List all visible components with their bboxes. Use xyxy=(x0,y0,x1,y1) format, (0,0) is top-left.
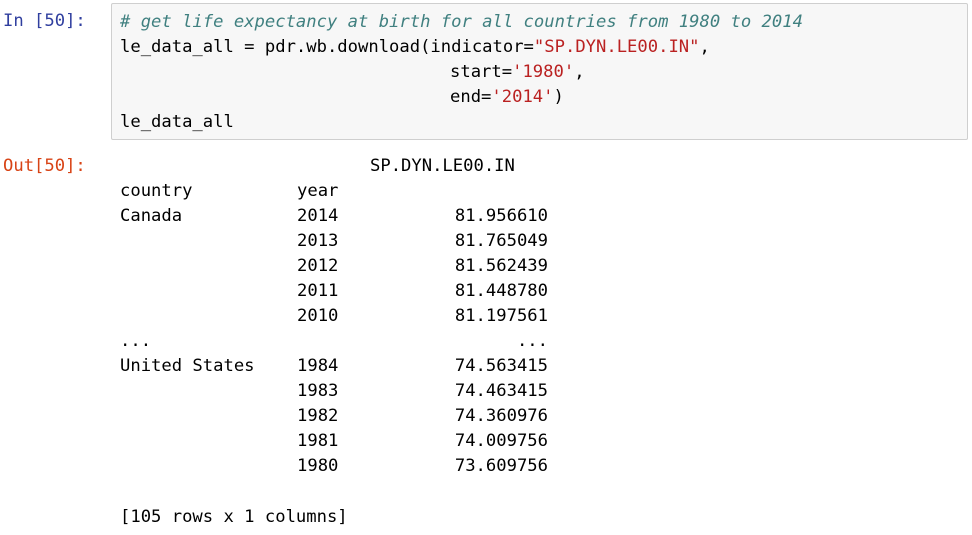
code-comma: , xyxy=(699,37,710,57)
row-value: 73.609756 xyxy=(454,456,548,476)
row-year: 1983 xyxy=(297,381,339,401)
code-line-end: end='2014') xyxy=(450,85,564,110)
code-line-start: start='1980', xyxy=(450,60,585,85)
code-indicator-string: "SP.DYN.LE00.IN" xyxy=(533,37,700,57)
index-name-country: country xyxy=(120,181,193,201)
input-prompt: In [50]: xyxy=(3,11,86,31)
row-value: 74.463415 xyxy=(454,381,548,401)
row-year: 2011 xyxy=(297,281,339,301)
row-year: 2013 xyxy=(297,231,339,251)
row-year: 2014 xyxy=(297,206,339,226)
row-year: 1980 xyxy=(297,456,339,476)
row-year: 1982 xyxy=(297,406,339,426)
row-value: 81.448780 xyxy=(454,281,548,301)
code-download-call: le_data_all = pdr.wb.download(indicator= xyxy=(120,37,534,57)
code-line-variable: le_data_all xyxy=(120,112,234,132)
column-header: SP.DYN.LE00.IN xyxy=(370,156,515,176)
code-end-paren: ) xyxy=(553,87,564,107)
output-prompt: Out[50]: xyxy=(3,156,86,176)
code-start-comma: , xyxy=(574,62,585,82)
code-start-string: '1980' xyxy=(512,62,575,82)
code-input-cell[interactable]: # get life expectancy at birth for all c… xyxy=(111,3,968,140)
row-year: 1981 xyxy=(297,431,339,451)
code-end-kw: end= xyxy=(450,87,492,107)
index-name-year: year xyxy=(297,181,339,201)
dataframe-shape-summary: [105 rows x 1 columns] xyxy=(120,507,348,527)
row-value: 81.197561 xyxy=(454,306,548,326)
row-value: 74.009756 xyxy=(454,431,548,451)
code-end-string: '2014' xyxy=(491,87,554,107)
code-start-kw: start= xyxy=(450,62,513,82)
row-country: Canada xyxy=(120,206,183,226)
code-comment-line: # get life expectancy at birth for all c… xyxy=(120,12,803,32)
row-year: 1984 xyxy=(297,356,339,376)
row-value: 74.563415 xyxy=(454,356,548,376)
row-value: 81.765049 xyxy=(454,231,548,251)
row-country: United States xyxy=(120,356,255,376)
code-line-download: le_data_all = pdr.wb.download(indicator=… xyxy=(120,35,710,60)
row-year: 2012 xyxy=(297,256,339,276)
row-value: 81.956610 xyxy=(454,206,548,226)
row-country: ... xyxy=(120,331,152,351)
row-value: ... xyxy=(516,331,548,351)
row-value: 74.360976 xyxy=(454,406,548,426)
row-year: 2010 xyxy=(297,306,339,326)
row-value: 81.562439 xyxy=(454,256,548,276)
